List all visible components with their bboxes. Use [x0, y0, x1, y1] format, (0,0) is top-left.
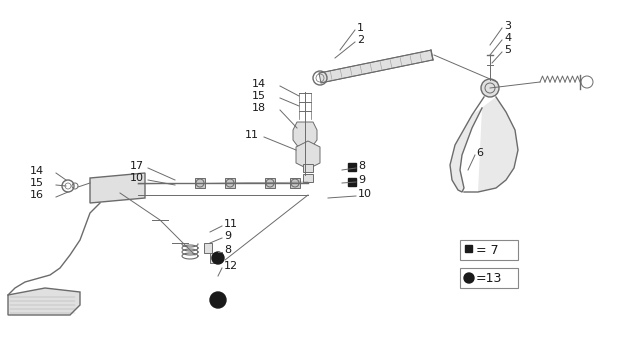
- Text: 9: 9: [224, 231, 231, 241]
- Text: 14: 14: [30, 166, 44, 176]
- Text: 10: 10: [130, 173, 144, 183]
- Text: 11: 11: [245, 130, 259, 140]
- Text: 10: 10: [358, 189, 372, 199]
- Text: 15: 15: [30, 178, 44, 188]
- Text: 4: 4: [504, 33, 511, 43]
- Text: 16: 16: [30, 190, 44, 200]
- Text: 18: 18: [252, 103, 266, 113]
- Text: 11: 11: [224, 219, 238, 229]
- Polygon shape: [293, 122, 317, 148]
- Bar: [290, 178, 300, 188]
- Text: 3: 3: [504, 21, 511, 31]
- Bar: [195, 178, 205, 188]
- Circle shape: [226, 179, 234, 187]
- Text: 8: 8: [224, 245, 231, 255]
- Text: =13: =13: [476, 272, 502, 285]
- Bar: [460, 240, 518, 260]
- Text: 14: 14: [252, 79, 266, 89]
- Polygon shape: [8, 288, 80, 315]
- Text: 15: 15: [252, 91, 266, 101]
- Circle shape: [196, 179, 204, 187]
- Text: 2: 2: [357, 35, 364, 45]
- Text: 12: 12: [224, 261, 238, 271]
- Text: = 7: = 7: [476, 243, 499, 256]
- Circle shape: [481, 79, 499, 97]
- Text: 5: 5: [504, 45, 511, 55]
- Bar: [210, 253, 218, 263]
- Text: 17: 17: [130, 161, 144, 171]
- Bar: [348, 163, 356, 171]
- Circle shape: [464, 273, 474, 283]
- Polygon shape: [90, 173, 145, 203]
- Polygon shape: [296, 141, 320, 169]
- Text: 1: 1: [357, 23, 364, 33]
- Bar: [225, 178, 235, 188]
- Bar: [265, 178, 275, 188]
- Bar: [204, 243, 212, 253]
- Circle shape: [210, 292, 226, 308]
- Circle shape: [266, 179, 274, 187]
- Bar: [348, 178, 356, 186]
- Text: 9: 9: [358, 175, 365, 185]
- Bar: [465, 245, 472, 252]
- Bar: [460, 268, 518, 288]
- Circle shape: [291, 179, 299, 187]
- Bar: [303, 164, 313, 172]
- Text: 6: 6: [476, 148, 483, 158]
- Bar: [303, 174, 313, 182]
- Circle shape: [212, 252, 224, 264]
- Text: 8: 8: [358, 161, 365, 171]
- Polygon shape: [450, 97, 518, 192]
- Polygon shape: [319, 50, 433, 83]
